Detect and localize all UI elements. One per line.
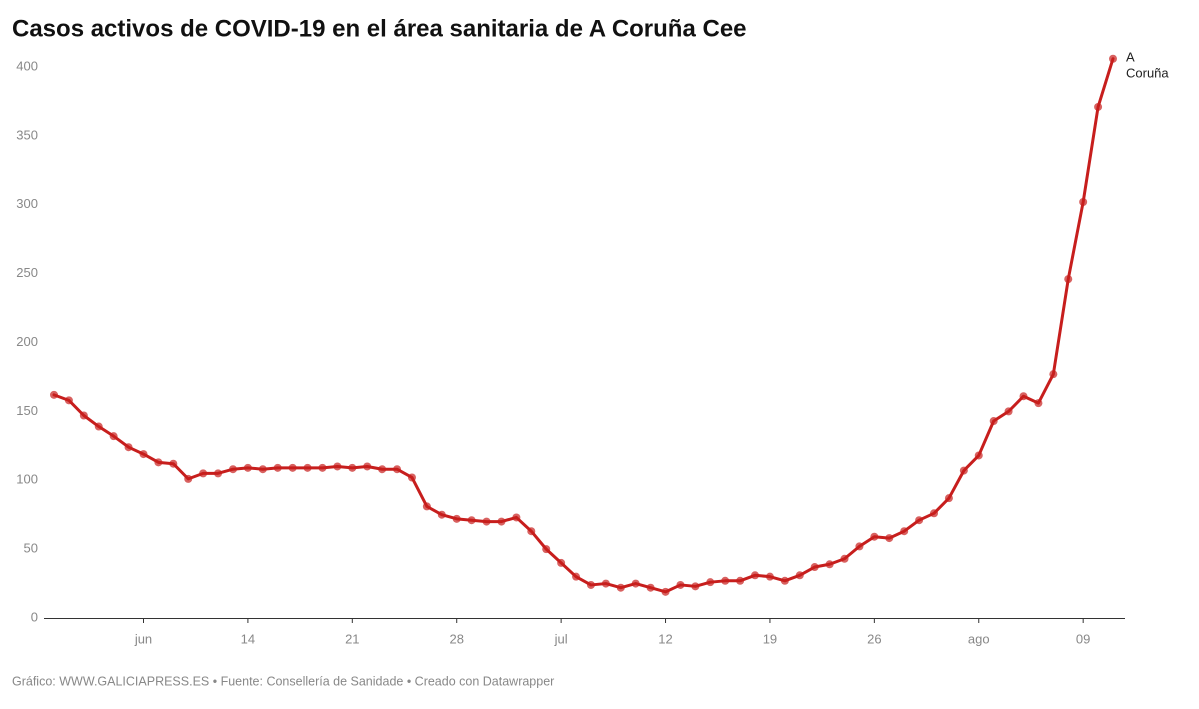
point bbox=[989, 417, 998, 426]
point bbox=[467, 516, 476, 525]
point bbox=[124, 443, 133, 452]
y-tick-label: 400 bbox=[16, 58, 38, 73]
point bbox=[915, 516, 924, 525]
point bbox=[79, 411, 88, 420]
point bbox=[109, 432, 118, 441]
point bbox=[691, 582, 700, 591]
y-tick-label: 50 bbox=[24, 541, 38, 556]
x-tick-label: 12 bbox=[658, 631, 672, 646]
x-tick-label: 21 bbox=[345, 631, 359, 646]
y-tick-label: 100 bbox=[16, 472, 38, 487]
point bbox=[258, 465, 267, 474]
x-tick-label: ago bbox=[968, 631, 990, 646]
x-tick-label: 14 bbox=[241, 631, 255, 646]
point bbox=[184, 474, 193, 483]
series-label: A Coruña bbox=[1126, 50, 1169, 81]
point bbox=[974, 451, 983, 460]
point bbox=[855, 542, 864, 551]
x-tick-label: jul bbox=[554, 631, 568, 646]
point bbox=[139, 450, 148, 459]
point bbox=[318, 463, 327, 472]
point bbox=[586, 580, 595, 589]
point bbox=[243, 463, 252, 472]
y-tick-label: 300 bbox=[16, 196, 38, 211]
point bbox=[930, 509, 939, 518]
point bbox=[228, 465, 237, 474]
point bbox=[840, 554, 849, 563]
footer: Gráfico: WWW.GALICIAPRESS.ES • Fuente: C… bbox=[12, 674, 554, 688]
point bbox=[572, 572, 581, 581]
point bbox=[527, 527, 536, 536]
point bbox=[736, 576, 745, 585]
point bbox=[393, 465, 402, 474]
point bbox=[631, 579, 640, 588]
point bbox=[199, 469, 208, 478]
y-tick-label: 250 bbox=[16, 265, 38, 280]
x-tick-label: 09 bbox=[1076, 631, 1090, 646]
point bbox=[363, 462, 372, 471]
x-tick-label: 19 bbox=[763, 631, 777, 646]
point bbox=[378, 465, 387, 474]
point bbox=[437, 510, 446, 519]
point bbox=[333, 462, 342, 471]
chart-title: Casos activos de COVID-19 en el área san… bbox=[12, 15, 747, 42]
point bbox=[482, 517, 491, 526]
point bbox=[214, 469, 223, 478]
point bbox=[94, 422, 103, 431]
point bbox=[1049, 370, 1058, 379]
x-tick-label: 26 bbox=[867, 631, 881, 646]
point bbox=[885, 534, 894, 543]
point bbox=[1079, 197, 1088, 206]
point bbox=[721, 576, 730, 585]
point bbox=[64, 396, 73, 405]
point bbox=[422, 502, 431, 511]
point bbox=[542, 545, 551, 554]
x-tick-label: jun bbox=[134, 631, 152, 646]
point bbox=[900, 527, 909, 536]
point bbox=[452, 514, 461, 523]
point bbox=[706, 578, 715, 587]
line bbox=[52, 57, 1115, 594]
point bbox=[1064, 275, 1073, 284]
point bbox=[169, 459, 178, 468]
point bbox=[154, 458, 163, 467]
point bbox=[497, 517, 506, 526]
point bbox=[661, 587, 670, 596]
point bbox=[1019, 392, 1028, 401]
x-tick-label: 28 bbox=[449, 631, 463, 646]
point bbox=[870, 532, 879, 541]
point bbox=[795, 571, 804, 580]
point bbox=[825, 560, 834, 569]
point bbox=[959, 466, 968, 475]
point bbox=[557, 558, 566, 567]
point bbox=[616, 583, 625, 592]
point bbox=[780, 576, 789, 585]
point bbox=[50, 390, 58, 399]
point bbox=[944, 494, 953, 503]
point bbox=[288, 463, 297, 472]
point bbox=[751, 571, 760, 580]
point bbox=[676, 580, 685, 589]
point bbox=[407, 473, 416, 482]
y-tick-label: 0 bbox=[31, 609, 38, 624]
point bbox=[1034, 399, 1043, 408]
point bbox=[303, 463, 312, 472]
point bbox=[512, 513, 521, 522]
point bbox=[1109, 54, 1117, 63]
y-tick-label: 350 bbox=[16, 127, 38, 142]
point bbox=[765, 572, 774, 581]
y-tick-label: 200 bbox=[16, 334, 38, 349]
point bbox=[810, 563, 819, 572]
point bbox=[1094, 102, 1103, 111]
point bbox=[348, 463, 357, 472]
point bbox=[646, 583, 655, 592]
point bbox=[1004, 407, 1013, 416]
point bbox=[601, 579, 610, 588]
y-tick-label: 150 bbox=[16, 403, 38, 418]
point bbox=[273, 463, 282, 472]
